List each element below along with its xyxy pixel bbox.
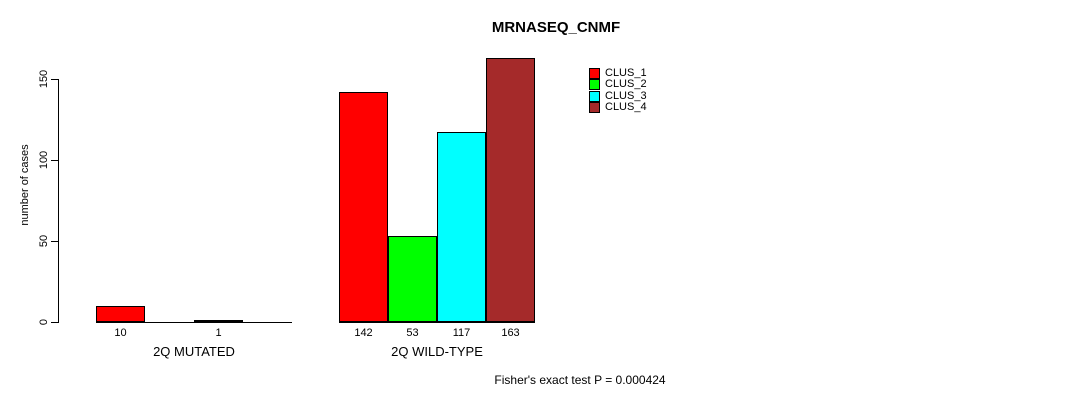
- y-axis-tick-mark: [51, 160, 58, 161]
- y-axis-tick-mark: [51, 241, 58, 242]
- x-axis-baseline: [96, 322, 292, 323]
- legend-item: CLUS_1: [589, 68, 647, 79]
- bar-clus_2: [388, 236, 437, 322]
- legend-swatch-icon: [589, 102, 600, 114]
- y-axis-tick-mark: [51, 322, 58, 323]
- y-axis-tick-mark: [51, 79, 58, 80]
- bar-value-label: 10: [114, 327, 127, 339]
- bar-clus_1: [96, 306, 145, 322]
- y-axis-title: number of cases: [19, 144, 31, 226]
- legend-swatch-icon: [589, 90, 600, 102]
- bar-clus_3: [194, 320, 243, 322]
- legend-label: CLUS_4: [605, 101, 647, 114]
- fisher-test-annotation: Fisher's exact test P = 0.000424: [494, 373, 666, 387]
- y-axis-tick-label: 50: [38, 234, 50, 248]
- legend-label: CLUS_1: [605, 67, 647, 79]
- bar-value-label: 1: [215, 327, 222, 339]
- chart-title: MRNASEQ_CNMF: [491, 19, 621, 36]
- y-axis-tick-label: 150: [38, 69, 50, 89]
- bar-clus_3: [437, 132, 486, 322]
- bar-value-label: 117: [452, 327, 471, 339]
- bar-value-label: 163: [501, 327, 520, 339]
- legend-label: CLUS_3: [605, 89, 647, 102]
- bar-value-label: 142: [354, 327, 373, 339]
- y-axis-tick-label: 0: [38, 318, 50, 326]
- bar-clus_1: [339, 92, 388, 322]
- legend-swatch-icon: [589, 68, 600, 79]
- legend-label: CLUS_2: [605, 78, 647, 91]
- x-axis-baseline: [339, 322, 535, 323]
- legend-swatch-icon: [589, 79, 600, 91]
- x-group-label: 2Q WILD-TYPE: [391, 344, 483, 359]
- y-axis-tick-label: 100: [38, 150, 50, 170]
- bar-value-label: 53: [406, 327, 419, 339]
- legend-item: CLUS_2: [589, 78, 647, 91]
- bar-clus_4: [486, 58, 535, 322]
- y-axis-line: [58, 79, 59, 323]
- legend-item: CLUS_4: [589, 101, 647, 114]
- x-group-label: 2Q MUTATED: [153, 344, 235, 359]
- legend-item: CLUS_3: [589, 89, 647, 102]
